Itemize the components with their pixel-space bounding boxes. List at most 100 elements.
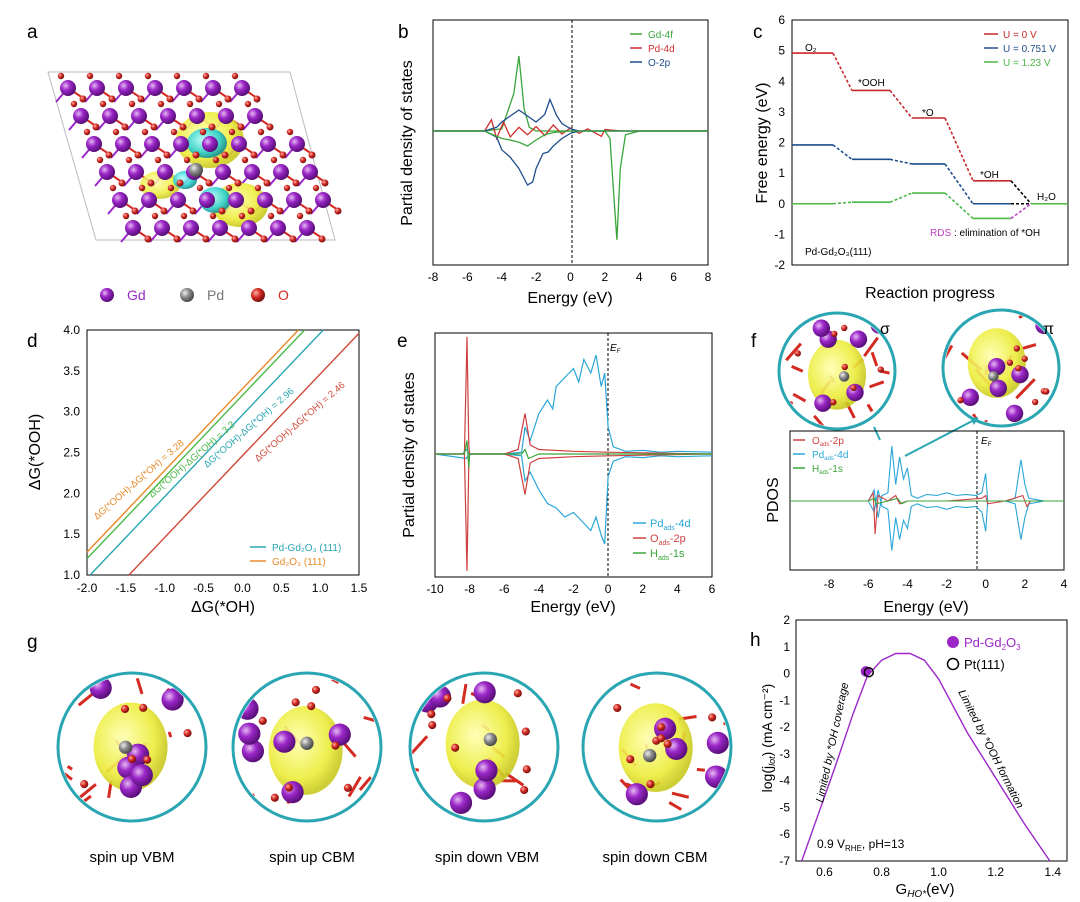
gd-atom xyxy=(814,394,832,412)
gd-atom xyxy=(218,108,234,124)
gd-atom xyxy=(1005,404,1024,423)
gd-atom xyxy=(202,136,218,152)
x-tick-label: 0.8 xyxy=(873,865,890,879)
panel-labels: a b c d e f g h xyxy=(27,22,763,653)
x-axis-label: ΔG(*OH) xyxy=(191,599,255,616)
y-tick-label: 0 xyxy=(783,667,790,681)
o-atom xyxy=(241,156,249,164)
transition-line xyxy=(832,144,853,160)
state-ooh: *OOH xyxy=(858,78,885,89)
gd-atom xyxy=(131,108,147,124)
o-atom xyxy=(115,72,123,80)
gd-atom xyxy=(205,80,221,96)
legend-gd-ball xyxy=(100,288,114,302)
o-atom xyxy=(258,716,267,725)
gd-atom xyxy=(99,164,115,180)
pd-atom xyxy=(988,371,999,382)
panel-e-pdos: -10 -8 -6 -4 -2 0 2 4 6 Energy (eV) Partial dens… xyxy=(401,332,716,616)
line-annotations: ΔG(*OOH)-ΔG(*OH) = 3.28 ΔG(*OOH)-ΔG(*OH)… xyxy=(92,380,348,522)
catalyst-label: Pd-Gd₂O₃(111) xyxy=(805,247,872,258)
gd-atom xyxy=(215,164,231,180)
gd-atom xyxy=(270,220,286,236)
gd-atom xyxy=(449,791,473,814)
scaling-line xyxy=(128,332,360,576)
y-tick-label: 1.0 xyxy=(63,568,80,582)
legend: Gd-4f Pd-4d O-2p xyxy=(630,30,675,69)
legend-h1s: Hads-1s xyxy=(812,464,843,476)
pi-label: π xyxy=(1043,321,1054,338)
plot-frame xyxy=(434,332,713,578)
o-atom xyxy=(80,780,89,789)
bond xyxy=(792,392,807,403)
scaling-line xyxy=(86,329,299,553)
x-tick-label: 0.5 xyxy=(273,581,290,595)
bond xyxy=(705,814,721,819)
gd-atom xyxy=(212,220,228,236)
bond xyxy=(343,816,355,819)
o-atom xyxy=(850,384,857,392)
x-tick-label: -6 xyxy=(499,582,510,596)
x-tick-label: 1.5 xyxy=(351,581,368,595)
bond xyxy=(1022,343,1037,350)
gd-atom xyxy=(302,164,318,180)
gd-atom xyxy=(257,192,273,208)
o-atom xyxy=(289,235,297,243)
gd-atom xyxy=(157,164,173,180)
gd-atom xyxy=(247,108,263,124)
o-atom xyxy=(215,100,223,108)
o-atom xyxy=(343,783,352,792)
o-atom xyxy=(1043,388,1050,395)
panel-label-h: h xyxy=(750,630,761,651)
panel-label-c: c xyxy=(753,22,763,43)
x-tick-labels: -8 -6 -4 -2 0 2 4 6 8 xyxy=(428,270,712,284)
o-atom xyxy=(125,156,133,164)
gd-atom xyxy=(130,764,153,787)
transition-line xyxy=(832,52,853,91)
gd-atom xyxy=(849,330,868,348)
pd-atom xyxy=(643,748,657,763)
plot-frame xyxy=(791,19,1069,266)
o-atom xyxy=(79,95,87,103)
x-axis-label: Energy (eV) xyxy=(883,599,968,616)
x-tick-label: -2 xyxy=(941,577,952,591)
gd-atom xyxy=(141,192,157,208)
gd-atom xyxy=(176,80,192,96)
bond xyxy=(412,764,420,772)
o-atom xyxy=(311,685,321,694)
series-line xyxy=(433,55,708,240)
o-atom xyxy=(238,212,246,220)
y-tick-label: 2 xyxy=(778,136,785,150)
o-atom xyxy=(831,330,838,338)
o-atom xyxy=(830,398,837,406)
x-tick-label: 0.0 xyxy=(234,581,251,595)
bond xyxy=(347,776,362,798)
o-atom xyxy=(99,100,107,108)
orbital-view xyxy=(231,671,383,823)
legend-marker-pd-gd2o3 xyxy=(947,636,959,648)
panel-g-band-edge-orbitals: spin up VBM spin up CBM spin down VBM sp… xyxy=(56,671,733,866)
panel-c-free-energy: -2 -1 0 1 2 3 4 5 6 Free energy (eV) Reaction pr… xyxy=(754,13,1069,302)
gd-atom xyxy=(625,783,648,806)
annotation-296: ΔG(*OOH)-ΔG(*OH) = 2.96 xyxy=(202,386,297,470)
o-atom xyxy=(276,207,284,215)
sigma-atoms xyxy=(781,316,890,427)
x-tick-label: -6 xyxy=(462,270,473,284)
pd-atom xyxy=(838,371,850,382)
legend-pd4d: Pdads-4d xyxy=(650,518,691,532)
o-atom xyxy=(286,128,294,136)
gd-atom xyxy=(1011,365,1029,384)
free-energy-series xyxy=(792,52,1068,220)
o-atom xyxy=(613,703,622,713)
o-atom xyxy=(189,207,197,215)
panel-label-f: f xyxy=(751,331,757,352)
gd-atom xyxy=(161,688,184,711)
o-atom xyxy=(160,207,168,215)
gd-atom xyxy=(238,722,261,745)
o-atom xyxy=(108,95,116,103)
y-tick-label: -6 xyxy=(779,827,790,841)
o-atom xyxy=(451,743,460,752)
orbital-views xyxy=(56,671,733,823)
o-atom xyxy=(296,212,304,220)
bond xyxy=(945,344,954,363)
structure-atoms xyxy=(57,72,342,243)
